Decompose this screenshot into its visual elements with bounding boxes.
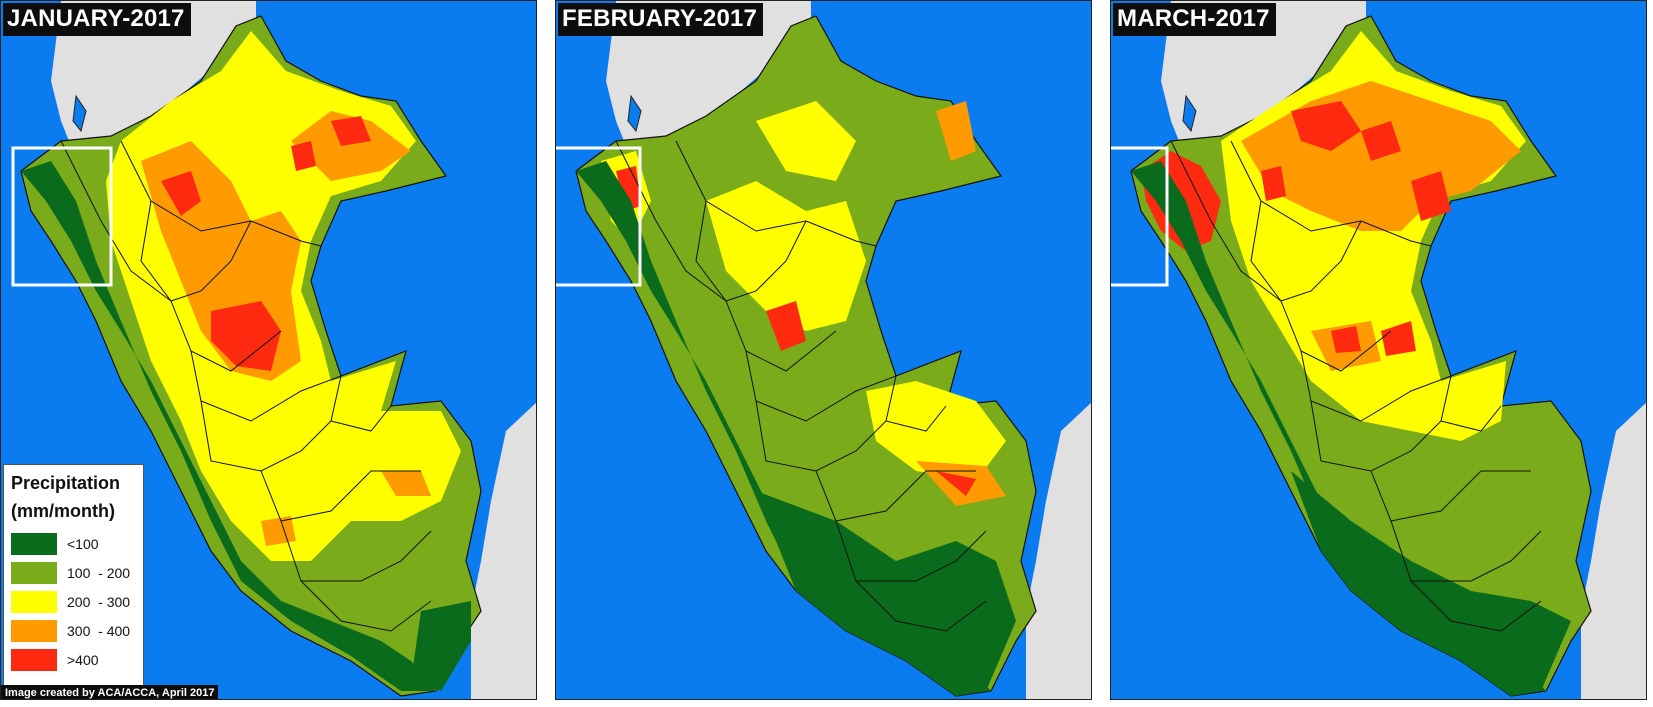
map-panel-march: MARCH-2017 [1110, 0, 1647, 700]
panel-title: FEBRUARY-2017 [558, 3, 764, 36]
precipitation-legend: Precipitation (mm/month) <100 100 - 200 … [3, 464, 144, 691]
peru-precip-map-february [556, 1, 1091, 699]
legend-swatch [11, 562, 57, 584]
legend-item: 200 - 300 [11, 591, 141, 615]
legend-units: (mm/month) [11, 501, 115, 521]
map-panel-january: JANUARY-2017 Precipitation (mm/month) <1… [0, 0, 537, 700]
image-credit: Image created by ACA/ACCA, April 2017 [1, 685, 219, 699]
legend-item: 300 - 400 [11, 620, 141, 644]
legend-label: >400 [67, 652, 99, 668]
legend-swatch [11, 649, 57, 671]
panel-title: JANUARY-2017 [3, 3, 191, 36]
panel-title: MARCH-2017 [1113, 3, 1276, 36]
legend-swatch [11, 620, 57, 642]
legend-swatch [11, 533, 57, 555]
legend-swatch [11, 591, 57, 613]
legend-label: 100 - 200 [67, 565, 131, 581]
map-panel-february: FEBRUARY-2017 [555, 0, 1092, 700]
legend-item: <100 [11, 533, 141, 557]
legend-label: <100 [67, 536, 99, 552]
legend-label: 200 - 300 [67, 594, 131, 610]
legend-item: 100 - 200 [11, 562, 141, 586]
legend-item: >400 [11, 649, 141, 673]
peru-precip-map-march [1111, 1, 1646, 699]
legend-title: Precipitation [11, 473, 121, 493]
legend-label: 300 - 400 [67, 623, 131, 639]
